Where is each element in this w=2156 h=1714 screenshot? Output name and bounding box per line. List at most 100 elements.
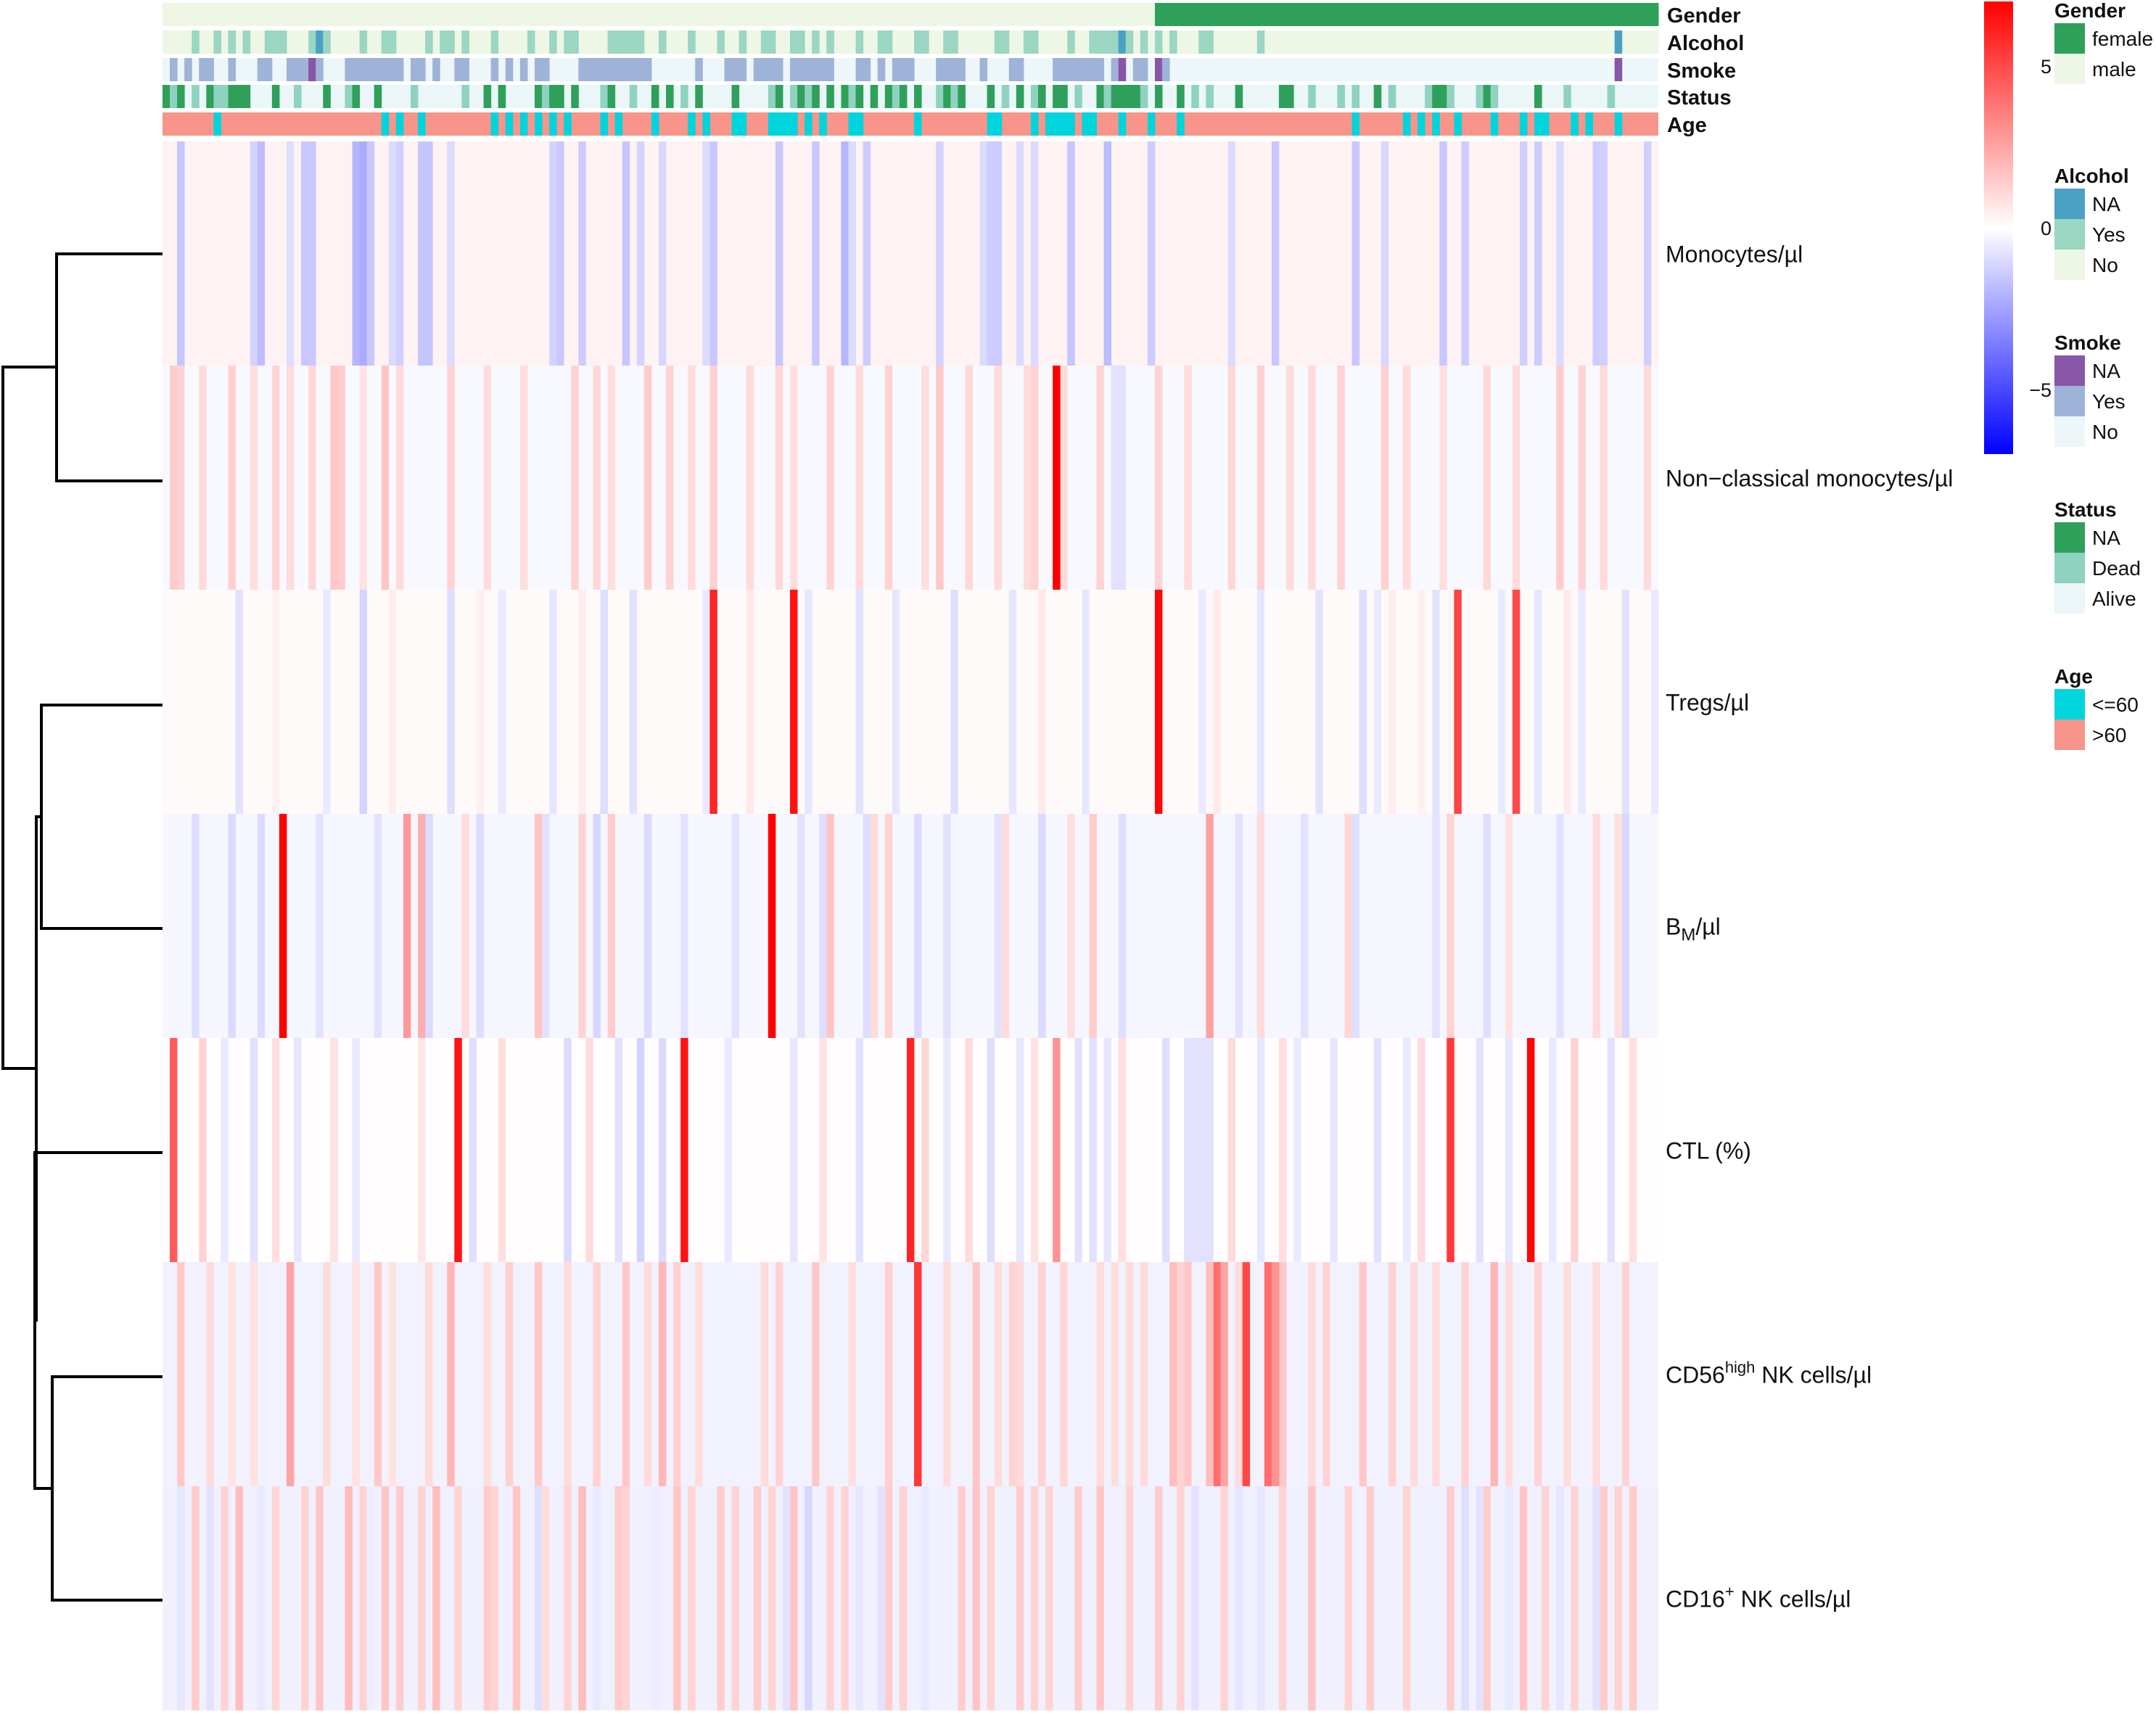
ctl-heatmap-cell bbox=[199, 1038, 207, 1262]
mono-heatmap-cell bbox=[636, 141, 645, 366]
cd16-heatmap-cell bbox=[1571, 1486, 1579, 1710]
bm-row-label-sub: M bbox=[1681, 926, 1695, 945]
cd16-heatmap-cell bbox=[1278, 1486, 1287, 1710]
cd16-heatmap-cell bbox=[790, 1486, 798, 1710]
treg-heatmap-cell bbox=[1534, 590, 1542, 814]
legend-title: Status bbox=[2054, 498, 2117, 521]
legend-item-label: NA bbox=[2092, 360, 2120, 382]
mono-heatmap-cell bbox=[1351, 141, 1359, 366]
cd16-heatmap-cell bbox=[651, 1486, 659, 1710]
status-annotation-cell bbox=[768, 85, 776, 108]
bm-heatmap-cell bbox=[1089, 814, 1097, 1038]
cd16-heatmap-cell bbox=[1614, 1486, 1623, 1710]
ncm-heatmap-cell bbox=[1402, 366, 1411, 590]
status-annotation-cell bbox=[1534, 85, 1542, 108]
age-annotation-cell bbox=[1571, 112, 1579, 136]
ctl-heatmap-cell bbox=[1206, 1038, 1214, 1262]
status-annotation-cell bbox=[600, 85, 609, 108]
age-annotation-cell bbox=[1585, 112, 1593, 136]
smoke-annotation-cell bbox=[1118, 58, 1127, 81]
mono-heatmap-cell bbox=[1103, 141, 1112, 366]
cd56-heatmap-cell bbox=[1235, 1262, 1243, 1486]
bm-heatmap-cell bbox=[1038, 814, 1046, 1038]
ctl-heatmap-cell bbox=[564, 1038, 572, 1262]
mono-heatmap-cell bbox=[994, 141, 1003, 366]
cd56-heatmap-cell bbox=[1592, 1262, 1600, 1486]
treg-heatmap-cell bbox=[1154, 590, 1163, 814]
alcohol-annotation-cell bbox=[316, 30, 324, 54]
cd56-heatmap-cell bbox=[943, 1262, 951, 1486]
status-annotation-cell bbox=[352, 85, 361, 108]
row-labels: Monocytes/µl Non−classical monocytes/µl Tr… bbox=[1666, 242, 1953, 1612]
treg-heatmap-cell bbox=[1388, 590, 1396, 814]
alcohol-annotation-cell bbox=[943, 30, 958, 54]
bm-heatmap-cell bbox=[1344, 814, 1352, 1038]
ncm-heatmap-cell bbox=[381, 366, 390, 590]
age-annotation-cell bbox=[1454, 112, 1462, 136]
status-annotation-cell bbox=[1278, 85, 1294, 108]
ncm-heatmap-cell bbox=[359, 366, 368, 590]
treg-heatmap-cell bbox=[1082, 590, 1090, 814]
ncm-heatmap-cell bbox=[1184, 366, 1192, 590]
cd56-heatmap-cell bbox=[1206, 1262, 1214, 1486]
cd56-heatmap-cell bbox=[593, 1262, 601, 1486]
cd16-heatmap-cell bbox=[564, 1486, 572, 1710]
gender-annotation-cell bbox=[1154, 3, 1659, 26]
ctl-heatmap-cell bbox=[418, 1038, 426, 1262]
cd16-heatmap-cell bbox=[1476, 1486, 1484, 1710]
cd56-heatmap-cell bbox=[1213, 1262, 1221, 1486]
legend-item-label: No bbox=[2092, 421, 2118, 443]
alcohol-annotation-cell bbox=[1140, 30, 1148, 54]
cd56-heatmap-cell bbox=[658, 1262, 667, 1486]
treg-heatmap-cell bbox=[950, 590, 958, 814]
cd16-heatmap-cell bbox=[717, 1486, 725, 1710]
bm-heatmap-cell bbox=[1235, 814, 1243, 1038]
ctl-heatmap-cell bbox=[1278, 1038, 1287, 1262]
cd56-heatmap-cell bbox=[1264, 1262, 1272, 1486]
status-annotation-cell bbox=[542, 85, 550, 108]
treg-heatmap-cell bbox=[1432, 590, 1440, 814]
smoke-annotation-cell bbox=[170, 58, 178, 81]
mono-heatmap-cell bbox=[447, 141, 455, 366]
age-annotation-cell bbox=[213, 112, 221, 136]
cd56-heatmap-cell bbox=[323, 1262, 331, 1486]
mono-heatmap-cell bbox=[1147, 141, 1156, 366]
bm-heatmap-cell bbox=[826, 814, 834, 1038]
ncm-heatmap-cell bbox=[1060, 366, 1068, 590]
age-annotation-cell bbox=[1118, 112, 1127, 136]
cd16-heatmap-cell bbox=[432, 1486, 440, 1710]
cd56-heatmap-cell bbox=[352, 1262, 360, 1486]
mono-heatmap-cell bbox=[425, 141, 433, 366]
cd16-heatmap-cell bbox=[221, 1486, 229, 1710]
treg-heatmap-cell bbox=[359, 590, 368, 814]
mono-heatmap-cell bbox=[775, 141, 783, 366]
ncm-heatmap-cell bbox=[308, 366, 316, 590]
smoke-annotation-cell bbox=[505, 58, 514, 81]
mono-heatmap-cell bbox=[388, 141, 397, 366]
cd16-heatmap-cell bbox=[345, 1486, 353, 1710]
smoke-annotation-cell bbox=[308, 58, 316, 81]
bm-heatmap-cell bbox=[228, 814, 236, 1038]
alcohol-annotation-cell bbox=[1118, 30, 1127, 54]
smoke-annotation-cell bbox=[461, 58, 469, 81]
status-annotation-cell bbox=[1074, 85, 1082, 108]
alcohol-annotation-cell bbox=[1125, 30, 1134, 54]
cd16-heatmap-cell bbox=[1366, 1486, 1375, 1710]
ncm-heatmap-cell bbox=[250, 366, 258, 590]
status-annotation-cell bbox=[841, 85, 849, 108]
cd56-heatmap-cell bbox=[1278, 1262, 1287, 1486]
cd56-heatmap-cell bbox=[914, 1262, 922, 1486]
ncm-heatmap-cell bbox=[519, 366, 528, 590]
cd56-heatmap-cell bbox=[1621, 1262, 1630, 1486]
ctl-heatmap-cell bbox=[1118, 1038, 1127, 1262]
age-annotation-cell bbox=[819, 112, 827, 136]
smoke-annotation-cell bbox=[454, 58, 462, 81]
age-annotation-cell bbox=[614, 112, 623, 136]
smoke-annotation-cell bbox=[534, 58, 543, 81]
status-annotation-cell bbox=[177, 85, 185, 108]
mono-heatmap-cell bbox=[250, 141, 258, 366]
bm-heatmap-cell bbox=[797, 814, 805, 1038]
status-annotation-cell bbox=[1447, 85, 1455, 108]
cd56-heatmap-cell bbox=[994, 1262, 1003, 1486]
alcohol-annotation-cell bbox=[1198, 30, 1214, 54]
